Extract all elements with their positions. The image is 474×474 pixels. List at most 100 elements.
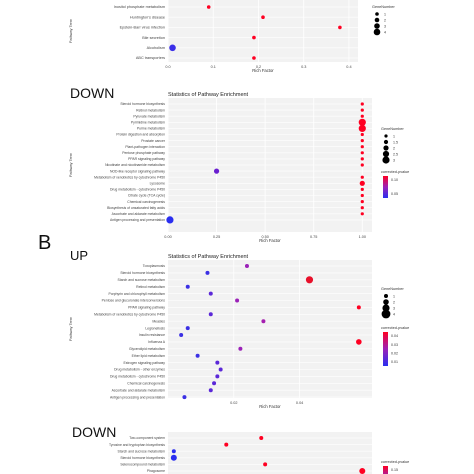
category-label: Insulin resistance <box>139 333 165 337</box>
y-axis-label: Pathway Term <box>69 153 73 177</box>
x-tick-label: 0.1 <box>211 65 216 69</box>
size-legend-label: 4 <box>384 30 386 34</box>
category-label: Ether lipid metabolism <box>132 354 166 358</box>
x-tick-label: 0.4 <box>346 65 351 69</box>
down-label-2: DOWN <box>72 424 117 440</box>
data-point <box>215 374 220 379</box>
category-label: Drug metabolism - cytochrome P450 <box>110 375 165 379</box>
category-label: Protein digestion and absorption <box>116 133 165 137</box>
data-point <box>358 124 366 132</box>
category-label: Chemical carcinogenesis <box>127 382 165 386</box>
size-legend-label: 2 <box>393 300 395 304</box>
plot-background <box>168 260 372 398</box>
category-label: Starch and sucrose metabolism <box>118 278 166 282</box>
data-point <box>338 25 342 30</box>
category-label: Biosynthesis of unsaturated fatty acids <box>107 206 165 210</box>
color-legend-label: 0.10 <box>391 178 398 182</box>
data-point <box>360 163 364 167</box>
data-point <box>360 175 364 179</box>
size-legend-marker <box>375 12 379 16</box>
x-axis-label: Rich Factor <box>259 404 281 409</box>
category-label: Starch and sucrose metabolism <box>118 449 166 453</box>
y-axis-label: Pathway Term <box>69 19 73 43</box>
category-label: Alcoholism <box>147 46 165 50</box>
data-point <box>360 193 364 198</box>
x-tick-label: 0.2 <box>256 65 261 69</box>
chart-title: Statistics of Pathway Enrichment <box>168 92 249 98</box>
data-point <box>358 118 366 126</box>
category-label: Purine metabolism <box>137 127 165 131</box>
size-legend-marker <box>383 145 389 151</box>
data-point <box>215 360 220 365</box>
data-point <box>244 264 249 268</box>
color-legend-label: 0.03 <box>391 343 398 347</box>
category-label: Drug metabolism - other enzymes <box>114 368 165 372</box>
color-legend-title: corrected-pvalue <box>381 170 409 174</box>
data-point <box>359 468 366 474</box>
x-tick-label: 0.00 <box>164 235 171 239</box>
data-point <box>166 216 174 224</box>
x-tick-label: 0.25 <box>213 235 220 239</box>
size-legend-label: 1 <box>384 12 386 16</box>
category-label: Selenocompound metabolism <box>120 463 165 467</box>
data-point <box>252 35 256 40</box>
category-label: Pyruvate metabolism <box>133 114 165 118</box>
category-label: Antigen processing and presentation <box>110 218 165 222</box>
data-point <box>205 270 210 275</box>
size-legend-label: 3 <box>384 24 386 28</box>
x-axis-label: Rich Factor <box>259 238 281 243</box>
size-legend-title: GeneNumber <box>372 5 396 9</box>
data-point <box>359 180 365 186</box>
data-point <box>195 353 200 358</box>
category-label: Phagosome <box>147 469 165 473</box>
data-point <box>206 5 211 9</box>
data-point <box>356 305 361 310</box>
data-point <box>235 298 240 303</box>
data-point <box>360 200 364 204</box>
category-label: Two-component system <box>129 436 165 440</box>
color-legend-label: 0.04 <box>391 334 398 338</box>
category-label: Glycerolipid metabolism <box>129 347 165 351</box>
data-point <box>360 102 364 106</box>
data-point <box>305 276 314 284</box>
category-label: Porphyrin and chlorophyll metabolism <box>108 292 165 296</box>
x-tick-label: 0.0 <box>165 65 170 69</box>
category-label: Estrogen signaling pathway <box>124 361 166 365</box>
color-legend-title: corrected-pvalue <box>381 460 409 464</box>
category-label: Epstein-Barr virus infection <box>120 26 165 30</box>
data-point <box>261 319 266 324</box>
data-point <box>185 284 190 289</box>
down-label-1: DOWN <box>70 85 115 101</box>
category-label: Pentose and glucuronate interconversions <box>102 299 166 303</box>
size-legend-marker <box>381 309 391 319</box>
data-point <box>218 367 223 372</box>
x-tick-label: 1.00 <box>359 235 366 239</box>
size-legend-marker <box>382 304 390 312</box>
category-label: Legionellosis <box>145 326 165 330</box>
data-point <box>224 442 229 447</box>
data-point <box>360 114 364 118</box>
category-label: Inositol phosphate metabolism <box>114 5 165 9</box>
data-point <box>208 388 213 393</box>
up-pathway-enrichment-chart: Statistics of Pathway EnrichmentToxoplas… <box>69 254 409 409</box>
data-point <box>171 449 176 454</box>
data-point <box>360 139 364 143</box>
size-legend-marker <box>382 156 390 164</box>
category-label: NOD-like receptor signaling pathway <box>110 169 165 173</box>
color-legend-label: 0.05 <box>391 192 398 196</box>
x-tick-label: 0.75 <box>310 235 317 239</box>
data-point <box>185 326 190 331</box>
category-label: Antigen processing and presentation <box>110 395 165 399</box>
size-legend-title: GeneNumber <box>381 287 405 291</box>
size-legend-label: 1.5 <box>393 140 398 144</box>
category-label: Retinol metabolism <box>136 285 165 289</box>
data-point <box>263 462 268 467</box>
size-legend-marker <box>383 299 389 305</box>
top-down-partial-enrichment-chart: Inositol phosphate metabolism Huntington'… <box>69 0 396 73</box>
category-label: Pentose phosphate pathway <box>122 151 165 155</box>
category-label: Steroid hormone biosynthesis <box>120 456 165 460</box>
category-label: Nicotinate and nicotinamide metabolism <box>105 163 165 167</box>
size-legend-marker <box>382 150 390 158</box>
category-label: Steroid hormone biosynthesis <box>120 271 165 275</box>
